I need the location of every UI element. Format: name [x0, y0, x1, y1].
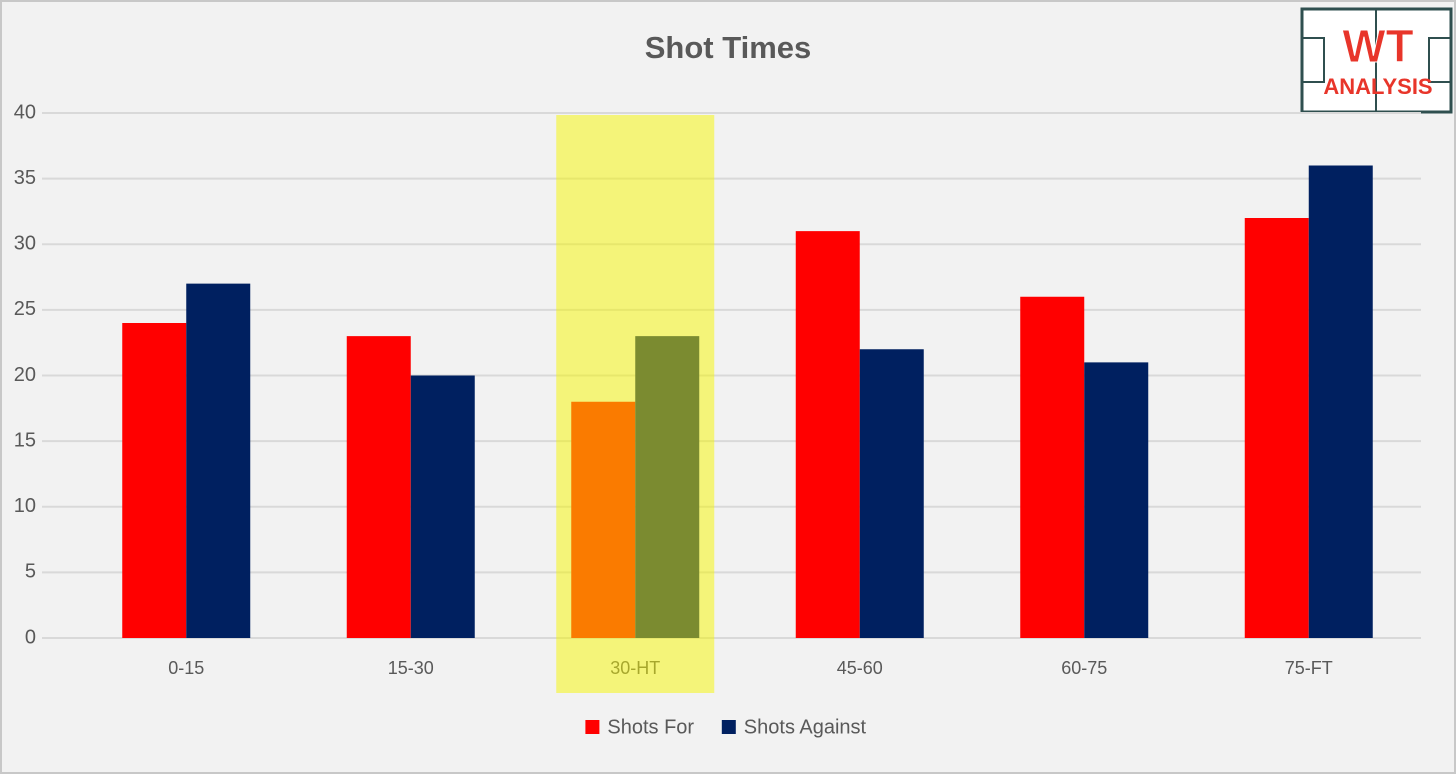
- y-tick-label: 20: [14, 364, 36, 386]
- bar: [1244, 218, 1309, 638]
- x-tick-label: 45-60: [837, 658, 883, 678]
- logo-box-left: [1301, 37, 1325, 83]
- x-tick-label: 0-15: [168, 658, 204, 678]
- chart-title: Shot Times: [645, 30, 812, 65]
- logo-text: WT: [1342, 20, 1414, 72]
- bar: [795, 231, 860, 638]
- y-tick-label: 0: [25, 626, 36, 648]
- legend-swatch: [585, 720, 600, 734]
- legend-label: Shots For: [607, 716, 694, 738]
- y-tick-label: 25: [14, 298, 36, 320]
- bar: [346, 336, 411, 638]
- y-tick-label: 40: [14, 101, 36, 123]
- logo-box-right: [1428, 37, 1452, 83]
- logo-subtext: ANALYSIS: [1323, 74, 1432, 99]
- y-tick-label: 15: [14, 429, 36, 451]
- y-tick-label: 30: [14, 233, 36, 255]
- logo: WT ANALYSIS: [1300, 7, 1453, 114]
- x-tick-label: 15-30: [388, 658, 434, 678]
- y-tick-label: 5: [25, 561, 36, 583]
- bar: [186, 283, 251, 638]
- y-tick-label: 10: [14, 495, 36, 517]
- legend-swatch: [721, 720, 736, 734]
- legend-label: Shots Against: [744, 716, 867, 738]
- bar: [1308, 165, 1373, 638]
- bar: [410, 375, 475, 638]
- y-tick-label: 35: [14, 167, 36, 189]
- bar: [1020, 296, 1085, 638]
- x-tick-label: 60-75: [1061, 658, 1107, 678]
- bar: [859, 349, 924, 638]
- bar: [1084, 362, 1149, 638]
- x-tick-label: 75-FT: [1285, 658, 1333, 678]
- highlight: [556, 115, 715, 693]
- bar: [122, 323, 187, 638]
